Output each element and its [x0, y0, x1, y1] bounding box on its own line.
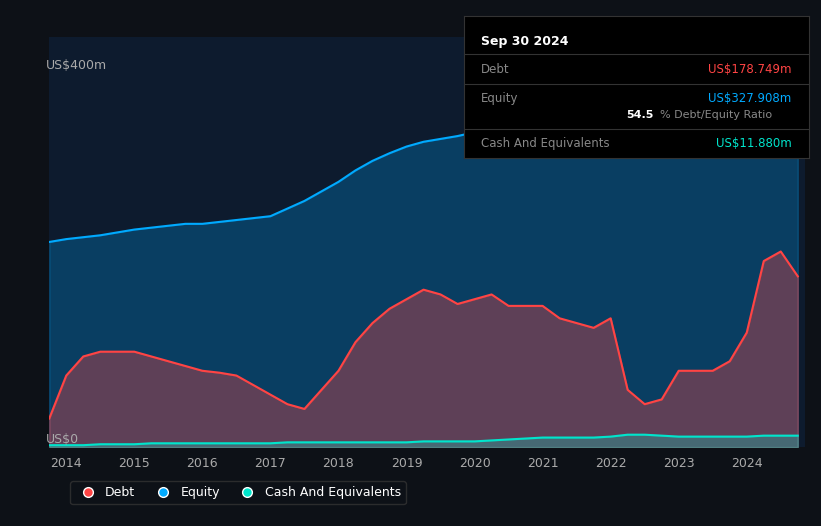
Text: Sep 30 2024: Sep 30 2024	[481, 35, 569, 48]
Text: Debt: Debt	[481, 63, 510, 76]
Text: US$0: US$0	[46, 433, 79, 446]
Text: US$327.908m: US$327.908m	[709, 92, 791, 105]
Text: US$11.880m: US$11.880m	[716, 137, 791, 150]
Text: Equity: Equity	[481, 92, 519, 105]
Legend: Debt, Equity, Cash And Equivalents: Debt, Equity, Cash And Equivalents	[71, 481, 406, 504]
Text: % Debt/Equity Ratio: % Debt/Equity Ratio	[660, 110, 773, 120]
Text: Cash And Equivalents: Cash And Equivalents	[481, 137, 610, 150]
Text: US$178.749m: US$178.749m	[708, 63, 791, 76]
Text: 54.5: 54.5	[626, 110, 654, 120]
Text: US$400m: US$400m	[46, 59, 107, 72]
